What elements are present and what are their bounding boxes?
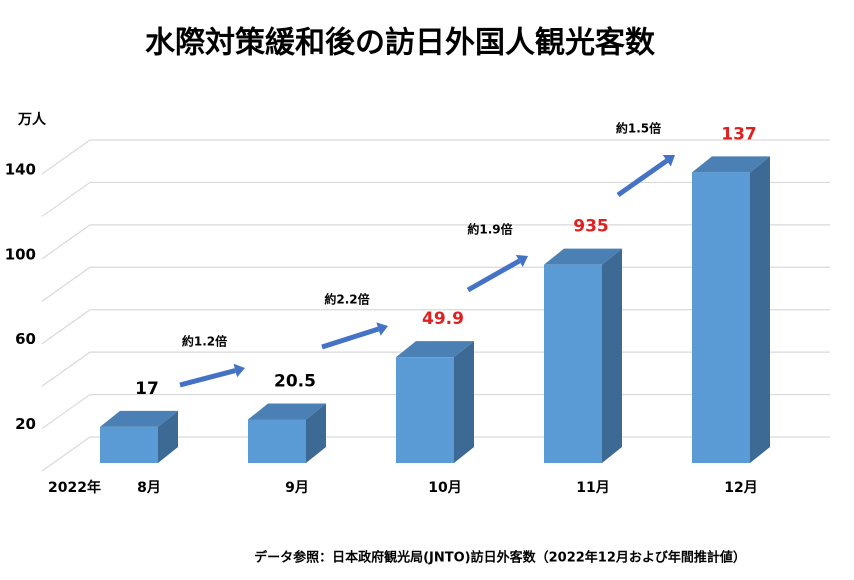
bar xyxy=(100,426,158,463)
grid-line xyxy=(41,224,830,260)
arrow-shaft xyxy=(616,158,669,198)
arrow-head xyxy=(376,322,388,336)
grid-line xyxy=(41,181,830,217)
x-year-label: 2022年 xyxy=(48,479,101,496)
y-tick-label: 100 xyxy=(5,245,36,263)
bar-side xyxy=(306,403,326,463)
value-label: 17 xyxy=(135,379,159,399)
value-label: 935 xyxy=(573,217,609,237)
chart-title: 水際対策緩和後の訪日外国人観光客数 xyxy=(145,26,656,61)
grid-line xyxy=(41,139,830,175)
source-note: データ参照：日本政府観光局(JNTO)訪日外客数（2022年12月および年間推計… xyxy=(254,550,746,566)
arrow-shaft xyxy=(179,368,236,388)
bar-top xyxy=(396,341,474,358)
bar-top xyxy=(544,248,622,265)
bar-top xyxy=(692,156,770,173)
arrow-shaft xyxy=(321,326,380,350)
bar-top xyxy=(248,403,326,420)
arrow-head xyxy=(662,155,675,167)
bars xyxy=(100,156,770,463)
value-label: 20.5 xyxy=(274,372,316,392)
value-label: 137 xyxy=(721,124,757,144)
grid xyxy=(41,139,830,472)
arrow-head xyxy=(515,254,528,268)
bar-side xyxy=(158,410,178,463)
y-tick-label: 60 xyxy=(15,330,36,348)
bar-side xyxy=(750,156,770,463)
arrow-head xyxy=(233,363,245,378)
bar xyxy=(692,172,750,463)
bar xyxy=(544,264,602,463)
bar-top xyxy=(100,410,178,427)
annotation: 約1.2倍 xyxy=(182,334,227,349)
value-label: 49.9 xyxy=(422,309,464,329)
annotation: 約2.2倍 xyxy=(324,292,369,307)
y-tick-label: 20 xyxy=(15,415,36,433)
x-tick-label: 12月 xyxy=(724,480,757,496)
y-tick-label: 140 xyxy=(5,161,36,179)
x-tick-label: 11月 xyxy=(576,480,609,496)
annotation: 約1.9倍 xyxy=(467,222,512,237)
bar-side xyxy=(602,248,622,463)
x-tick-label: 8月 xyxy=(137,480,161,496)
x-tick-label: 9月 xyxy=(285,480,309,496)
x-tick-label: 10月 xyxy=(428,480,461,496)
bar xyxy=(248,419,306,463)
arrow-shaft xyxy=(466,258,521,293)
annotation: 約1.5倍 xyxy=(616,121,661,136)
y-unit-label: 万人 xyxy=(17,111,47,128)
bar-side xyxy=(454,341,474,463)
bar xyxy=(396,357,454,463)
